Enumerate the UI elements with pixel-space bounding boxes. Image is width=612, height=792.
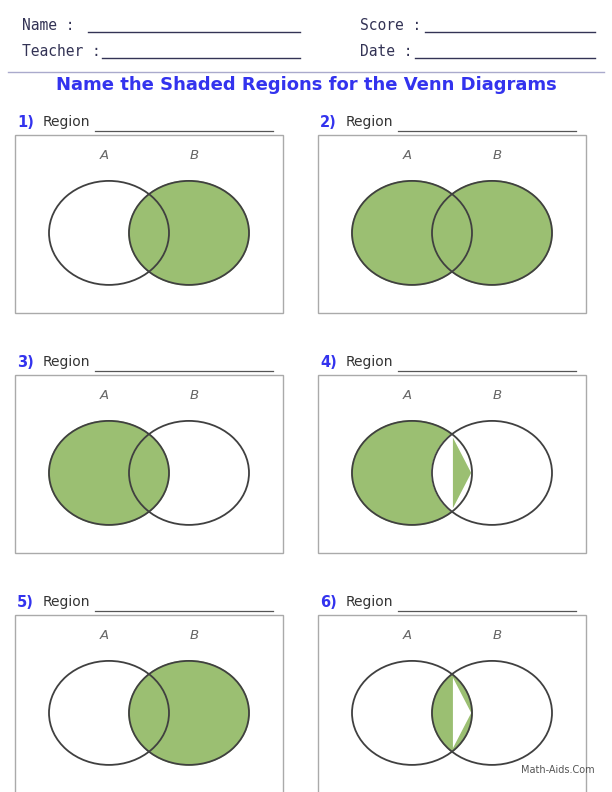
Bar — [15, 615, 283, 792]
Text: 6): 6) — [320, 595, 337, 610]
Text: A: A — [99, 389, 108, 402]
Text: 5): 5) — [17, 595, 34, 610]
Text: Name the Shaded Regions for the Venn Diagrams: Name the Shaded Regions for the Venn Dia… — [56, 76, 556, 94]
Text: A: A — [99, 149, 108, 162]
Polygon shape — [432, 181, 552, 285]
Text: 1): 1) — [17, 115, 34, 130]
Text: Region: Region — [346, 115, 394, 129]
Text: B: B — [493, 149, 502, 162]
Text: A: A — [403, 629, 411, 642]
Text: B: B — [493, 389, 502, 402]
Bar — [15, 135, 283, 313]
Text: Score :: Score : — [360, 18, 421, 33]
Text: B: B — [190, 389, 198, 402]
Text: Math-Aids.Com: Math-Aids.Com — [521, 765, 595, 775]
Text: A: A — [99, 629, 108, 642]
Text: 3): 3) — [17, 355, 34, 370]
Text: B: B — [190, 149, 198, 162]
Bar — [318, 375, 586, 553]
Text: Region: Region — [43, 355, 91, 369]
Bar — [15, 375, 283, 553]
Bar — [318, 615, 586, 792]
Polygon shape — [129, 661, 249, 765]
Polygon shape — [352, 181, 472, 285]
Text: Name :: Name : — [22, 18, 75, 33]
Text: Region: Region — [43, 115, 91, 129]
Bar — [318, 135, 586, 313]
Text: Region: Region — [346, 595, 394, 609]
Polygon shape — [352, 421, 472, 525]
Text: Teacher :: Teacher : — [22, 44, 101, 59]
Text: B: B — [190, 629, 198, 642]
Polygon shape — [432, 674, 472, 752]
Text: Region: Region — [43, 595, 91, 609]
Text: 2): 2) — [320, 115, 337, 130]
Text: B: B — [493, 629, 502, 642]
Text: A: A — [403, 149, 411, 162]
Text: 4): 4) — [320, 355, 337, 370]
Polygon shape — [432, 434, 472, 512]
Polygon shape — [129, 181, 249, 285]
Text: A: A — [403, 389, 411, 402]
Text: Region: Region — [346, 355, 394, 369]
Text: Date :: Date : — [360, 44, 412, 59]
Polygon shape — [49, 421, 169, 525]
